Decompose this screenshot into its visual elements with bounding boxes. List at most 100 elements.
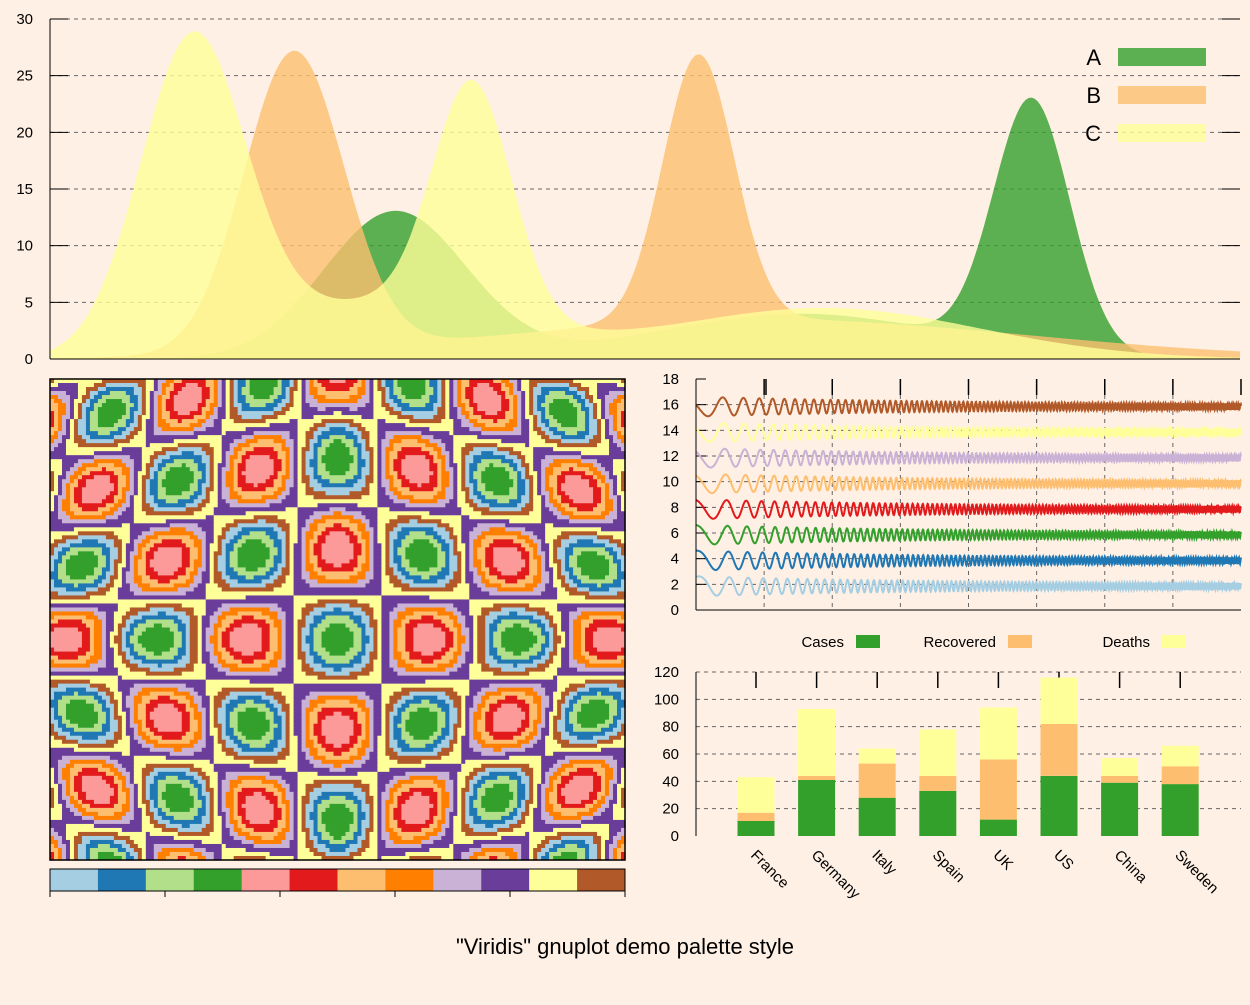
heatmap-cell bbox=[190, 495, 199, 500]
heatmap-cell bbox=[190, 535, 199, 540]
heatmap-cell bbox=[489, 652, 498, 657]
heatmap-cell bbox=[298, 527, 303, 532]
heatmap-cell bbox=[62, 427, 67, 432]
heatmap-cell bbox=[174, 636, 183, 641]
heatmap-cell bbox=[290, 435, 299, 440]
heatmap-cell bbox=[262, 648, 271, 653]
heatmap-cell bbox=[369, 640, 374, 645]
heatmap-cell bbox=[194, 688, 207, 693]
heatmap-cell bbox=[565, 720, 570, 725]
heatmap-cell bbox=[393, 692, 410, 697]
heatmap-cell bbox=[270, 708, 279, 713]
heatmap-cell bbox=[90, 419, 99, 424]
heatmap-cell bbox=[553, 511, 562, 516]
heatmap-cell bbox=[150, 503, 159, 508]
heatmap-cell bbox=[569, 640, 574, 645]
heatmap-cell bbox=[126, 559, 131, 564]
heatmap-cell bbox=[274, 483, 283, 488]
heatmap-cell bbox=[493, 644, 502, 649]
heatmap-cell bbox=[385, 455, 390, 460]
heatmap-cell bbox=[393, 555, 402, 560]
heatmap-cell bbox=[50, 427, 59, 432]
heatmap-cell bbox=[545, 624, 550, 629]
heatmap-cell bbox=[589, 591, 618, 596]
heatmap-cell bbox=[385, 712, 390, 717]
heatmap-cell bbox=[529, 443, 558, 448]
heatmap-cell bbox=[198, 620, 203, 625]
heatmap-cell bbox=[581, 395, 586, 400]
heatmap-cell bbox=[373, 668, 382, 673]
heatmap-cell bbox=[278, 640, 283, 645]
heatmap-cell bbox=[238, 395, 247, 400]
heatmap-cell bbox=[453, 531, 462, 536]
heatmap-cell bbox=[393, 607, 406, 612]
heatmap-cell bbox=[270, 636, 279, 641]
heatmap-cell bbox=[393, 720, 402, 725]
heatmap-cell bbox=[533, 467, 542, 472]
heatmap-cell bbox=[282, 547, 287, 552]
heatmap-cell bbox=[114, 471, 123, 476]
heatmap-cell bbox=[357, 527, 366, 532]
heatmap-cell bbox=[377, 624, 382, 629]
heatmap-cell bbox=[577, 668, 626, 673]
heatmap-cell bbox=[298, 431, 307, 436]
heatmap-cell bbox=[397, 383, 426, 388]
heatmap-cell bbox=[393, 435, 422, 440]
heatmap-cell bbox=[353, 656, 362, 661]
heatmap-cell bbox=[222, 732, 227, 737]
heatmap-cell bbox=[357, 676, 382, 681]
heatmap-cell bbox=[214, 652, 223, 657]
heatmap-cell bbox=[401, 527, 434, 532]
heatmap-cell bbox=[589, 391, 598, 396]
heatmap-cell bbox=[477, 652, 486, 657]
heatmap-cell bbox=[561, 624, 570, 629]
heatmap-cell bbox=[569, 575, 578, 580]
heatmap-cell bbox=[597, 583, 602, 588]
heatmap-cell bbox=[393, 443, 426, 448]
heatmap-cell bbox=[389, 519, 410, 524]
heatmap-cell bbox=[166, 387, 175, 392]
heatmap-cell bbox=[322, 644, 355, 649]
heatmap-cell bbox=[334, 668, 343, 673]
heatmap-cell bbox=[449, 567, 458, 572]
heatmap-cell bbox=[242, 732, 267, 737]
heatmap-cell bbox=[94, 407, 99, 412]
heatmap-cell bbox=[262, 644, 271, 649]
heatmap-cell bbox=[178, 660, 191, 665]
heatmap-cell bbox=[322, 732, 355, 737]
heatmap-cell bbox=[449, 455, 454, 460]
heatmap-cell bbox=[565, 507, 578, 512]
heatmap-cell bbox=[130, 527, 151, 532]
heatmap-cell bbox=[457, 736, 462, 741]
heatmap-cell bbox=[86, 407, 95, 412]
heatmap-cell bbox=[294, 632, 299, 637]
heatmap-cell bbox=[298, 455, 303, 460]
heatmap-cell bbox=[353, 724, 362, 729]
heatmap-cell bbox=[541, 479, 546, 484]
heatmap-cell bbox=[381, 652, 390, 657]
heatmap-cell bbox=[365, 439, 370, 444]
heatmap-cell bbox=[198, 435, 223, 440]
heatmap-cell bbox=[473, 459, 482, 464]
heatmap-cell bbox=[274, 387, 283, 392]
heatmap-cell bbox=[158, 383, 163, 388]
heatmap-cell bbox=[114, 463, 127, 468]
heatmap-cell bbox=[298, 435, 307, 440]
heatmap-cell bbox=[210, 720, 215, 725]
heatmap-cell bbox=[609, 447, 622, 452]
heatmap-cell bbox=[617, 411, 622, 416]
heatmap-cell bbox=[54, 615, 87, 620]
heatmap-cell bbox=[437, 455, 446, 460]
heatmap-cell bbox=[282, 567, 291, 572]
heatmap-cell bbox=[70, 503, 79, 508]
heatmap-cell bbox=[242, 487, 267, 492]
heatmap-cell bbox=[381, 455, 386, 460]
heatmap-cell bbox=[154, 411, 159, 416]
heatmap-cell bbox=[609, 511, 618, 516]
heatmap-cell bbox=[206, 603, 223, 608]
heatmap-cell bbox=[230, 459, 235, 464]
heatmap-cell bbox=[457, 607, 470, 612]
heatmap-cell bbox=[453, 652, 462, 657]
heatmap-cell bbox=[166, 475, 195, 480]
heatmap-cell bbox=[537, 535, 546, 540]
